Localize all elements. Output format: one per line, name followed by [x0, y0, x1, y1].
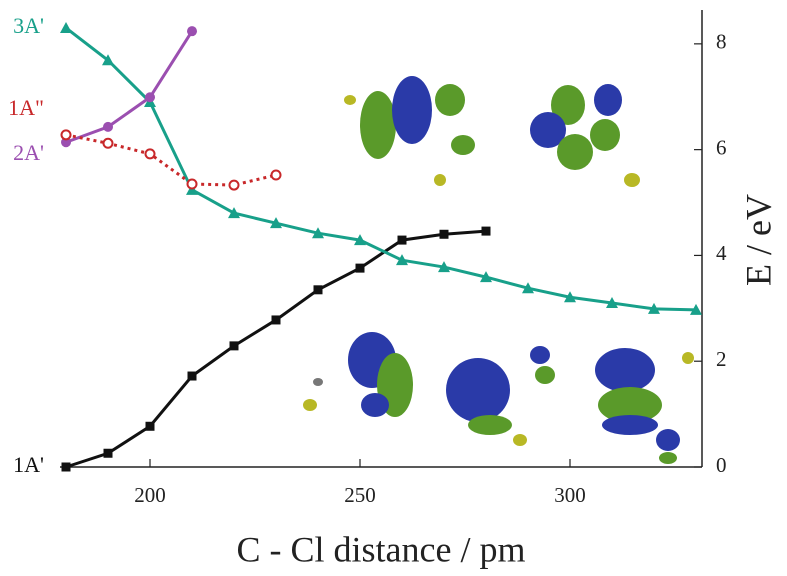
marker — [313, 285, 323, 295]
series-line — [65, 133, 277, 187]
marker — [228, 179, 240, 191]
marker — [355, 263, 365, 273]
y-axis-title: E / eV — [738, 194, 778, 286]
series-label: 1A' — [13, 452, 44, 477]
marker — [395, 254, 408, 266]
marker — [312, 227, 325, 239]
marker — [144, 148, 156, 160]
orbital-image — [303, 332, 413, 417]
y-tick-label: 4 — [716, 241, 727, 265]
marker — [439, 229, 449, 239]
marker — [437, 261, 450, 273]
orbital-images — [303, 76, 694, 464]
series — [60, 129, 282, 191]
marker — [228, 207, 241, 219]
marker — [481, 226, 491, 236]
marker — [479, 271, 492, 283]
marker — [145, 92, 156, 103]
series-line — [65, 30, 194, 144]
marker — [103, 121, 114, 132]
orbital-image — [446, 346, 555, 446]
marker — [270, 169, 282, 181]
marker — [521, 282, 534, 294]
y-tick-label: 6 — [716, 135, 727, 159]
marker — [103, 448, 113, 458]
marker — [186, 178, 198, 190]
y-tick-label: 2 — [716, 347, 727, 371]
series-label: 2A' — [13, 140, 44, 165]
marker — [145, 421, 155, 431]
marker — [60, 21, 73, 33]
series-label: 3A' — [13, 13, 44, 38]
series-line — [65, 229, 487, 469]
marker — [61, 462, 71, 472]
series — [61, 226, 491, 472]
marker — [61, 137, 72, 148]
marker — [102, 137, 114, 149]
x-tick-label: 250 — [344, 483, 376, 507]
series — [61, 26, 198, 148]
x-tick-label: 200 — [134, 483, 166, 507]
x-tick-label: 300 — [554, 483, 586, 507]
marker — [271, 315, 281, 325]
marker — [354, 234, 367, 246]
marker — [647, 302, 660, 314]
series — [60, 21, 702, 315]
series-label: 1A" — [8, 95, 44, 120]
marker — [397, 235, 407, 245]
y-tick-label: 0 — [716, 453, 727, 477]
x-axis-title: C - Cl distance / pm — [237, 529, 526, 569]
marker — [187, 26, 198, 37]
orbital-image — [344, 76, 475, 186]
marker — [60, 129, 72, 141]
marker — [605, 297, 618, 309]
series-line — [65, 26, 697, 312]
marker — [187, 371, 197, 381]
orbital-image — [530, 84, 640, 187]
y-tick-label: 8 — [716, 30, 727, 54]
marker — [689, 303, 702, 315]
orbital-image — [595, 348, 694, 464]
marker — [270, 217, 283, 229]
marker — [563, 291, 576, 303]
marker — [102, 54, 115, 66]
marker — [229, 341, 239, 351]
